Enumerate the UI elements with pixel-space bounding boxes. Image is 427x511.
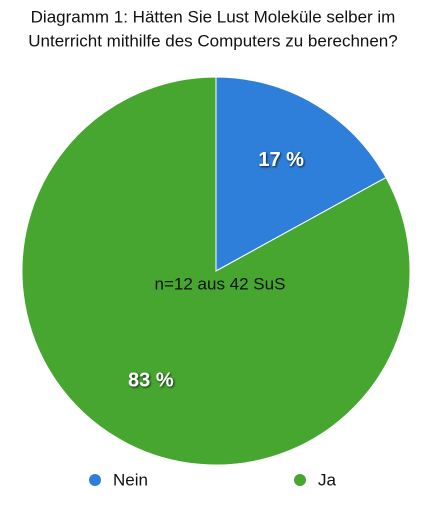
legend-label: Nein bbox=[113, 470, 148, 489]
pie-slice bbox=[21, 76, 411, 466]
legend-swatch bbox=[294, 474, 306, 486]
chart-title: Unterricht mithilfe des Computers zu ber… bbox=[28, 31, 397, 50]
pie-slice bbox=[215, 76, 387, 272]
pie: 17 % 83 % bbox=[21, 76, 411, 466]
legend: Nein Ja bbox=[89, 470, 337, 489]
annotation: n=12 aus 42 SuS bbox=[155, 274, 286, 293]
chart-title: Diagramm 1: Hätten Sie Lust Moleküle sel… bbox=[31, 7, 396, 26]
value-label: 83 % bbox=[128, 369, 174, 391]
legend-label: Ja bbox=[318, 470, 337, 489]
legend-swatch bbox=[89, 474, 101, 486]
value-label: 17 % bbox=[258, 149, 304, 171]
